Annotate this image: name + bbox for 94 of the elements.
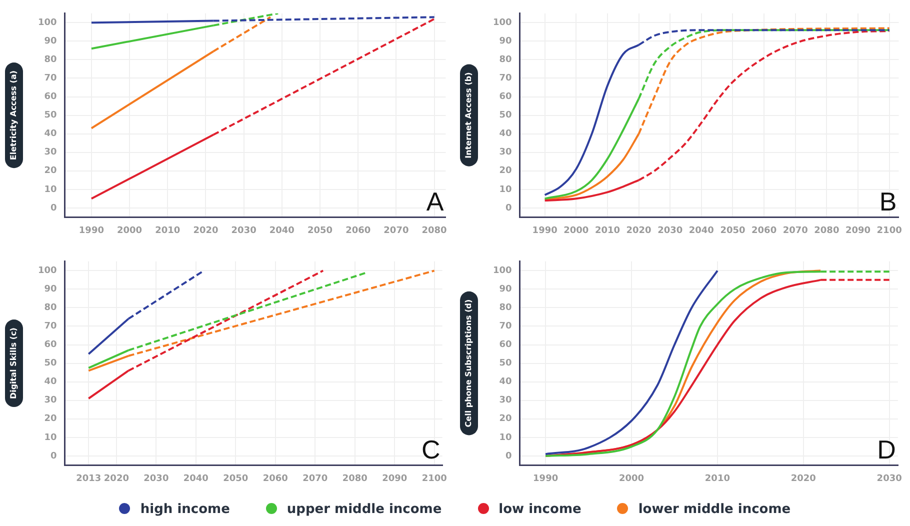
x-tick-label: 2060 <box>752 226 777 236</box>
x-tick-label: 2070 <box>302 474 328 484</box>
y-axis-title: Internet Access (b) <box>464 72 474 158</box>
x-tick-label: 2030 <box>144 474 169 484</box>
y-tick-label: 10 <box>499 184 512 195</box>
x-tick-label: 2070 <box>782 226 808 236</box>
y-tick-label: 20 <box>499 166 512 176</box>
y-tick-label: 70 <box>44 74 57 84</box>
y-tick-label: 100 <box>492 18 512 28</box>
y-tick-label: 60 <box>499 92 512 102</box>
x-tick-label: 2080 <box>422 226 447 236</box>
legend-label: low income <box>498 502 582 517</box>
y-tick-label: 10 <box>44 184 57 195</box>
x-tick-label: 2060 <box>262 474 288 484</box>
y-tick-label: 20 <box>499 414 512 424</box>
y-tick-label: 0 <box>50 203 57 214</box>
legend-label: high income <box>139 502 230 517</box>
y-tick-label: 80 <box>44 303 57 314</box>
line-series <box>544 270 718 456</box>
x-tick-label: 2040 <box>269 226 294 236</box>
x-tick-label: 2100 <box>422 474 447 484</box>
y-tick-label: 90 <box>44 284 57 295</box>
x-tick-label: 2030 <box>658 226 683 236</box>
y-tick-label: 30 <box>499 396 512 406</box>
y-tick-label: 10 <box>499 432 512 443</box>
x-tick-label: 2010 <box>704 474 730 484</box>
x-tick-label: 2040 <box>688 226 714 236</box>
x-tick-label: 2060 <box>346 226 371 236</box>
x-tick-label: 2020 <box>104 474 129 484</box>
x-tick-label: 2010 <box>155 226 180 236</box>
x-tick-label: 2020 <box>790 474 816 484</box>
legend-label: upper middle income <box>286 502 442 517</box>
y-tick-label: 30 <box>44 148 57 158</box>
y-tick-label: 50 <box>44 110 57 121</box>
x-tick-label: 2080 <box>342 474 368 484</box>
y-tick-label: 30 <box>499 148 512 158</box>
y-tick-label: 70 <box>499 322 512 332</box>
x-tick-label: 2020 <box>626 226 652 236</box>
y-tick-label: 40 <box>44 377 57 388</box>
y-axis-title: Cell phone Subscriptions (d) <box>464 299 474 428</box>
y-axis-title: Digital Skills (c) <box>9 328 18 400</box>
x-tick-label: 2020 <box>193 226 218 236</box>
x-tick-label: 2030 <box>231 226 256 236</box>
y-tick-label: 50 <box>44 358 57 369</box>
annotation: D <box>877 434 896 464</box>
y-tick-label: 0 <box>50 451 57 462</box>
x-tick-label: 1990 <box>533 474 558 484</box>
y-tick-label: 60 <box>44 92 57 102</box>
y-tick-label: 50 <box>499 110 512 121</box>
y-tick-label: 70 <box>44 322 57 332</box>
y-tick-label: 80 <box>44 55 57 66</box>
y-tick-label: 30 <box>44 396 57 406</box>
y-tick-label: 0 <box>506 451 512 462</box>
y-tick-label: 100 <box>38 266 57 276</box>
x-tick-label: 2100 <box>876 226 902 236</box>
y-tick-label: 100 <box>38 18 57 28</box>
y-tick-label: 100 <box>492 266 512 276</box>
y-axis-title: Eletricity Access (a) <box>9 70 18 160</box>
x-tick-label: 2013 <box>76 474 102 484</box>
x-tick-label: 1990 <box>78 226 104 236</box>
y-tick-label: 80 <box>499 303 512 314</box>
y-tick-label: 60 <box>499 340 512 350</box>
y-tick-label: 20 <box>44 414 57 424</box>
y-tick-label: 90 <box>499 284 512 295</box>
x-tick-label: 2040 <box>183 474 208 484</box>
annotation: B <box>879 186 897 216</box>
x-tick-label: 2030 <box>876 474 902 484</box>
y-tick-label: 70 <box>499 74 512 84</box>
annotation: A <box>426 186 444 216</box>
legend-label: lower middle income <box>637 502 791 517</box>
y-tick-label: 60 <box>44 340 57 350</box>
y-tick-label: 80 <box>499 55 512 66</box>
y-tick-label: 90 <box>44 36 57 47</box>
x-tick-label: 2050 <box>307 226 333 236</box>
y-tick-label: 40 <box>499 129 512 140</box>
y-tick-label: 20 <box>44 166 57 176</box>
x-tick-label: 2010 <box>594 226 620 236</box>
y-tick-label: 0 <box>506 203 512 214</box>
y-tick-label: 40 <box>499 377 512 388</box>
x-tick-label: 2050 <box>720 226 746 236</box>
x-tick-label: 2000 <box>618 474 644 484</box>
annotation: C <box>422 434 440 464</box>
y-tick-label: 50 <box>499 358 512 369</box>
y-tick-label: 90 <box>499 36 512 47</box>
x-tick-label: 1990 <box>532 226 558 236</box>
x-tick-label: 2050 <box>223 474 248 484</box>
x-tick-label: 2000 <box>117 226 142 236</box>
x-tick-label: 2090 <box>845 226 871 236</box>
y-tick-label: 40 <box>44 129 57 140</box>
x-tick-label: 2080 <box>814 226 840 236</box>
x-tick-label: 2070 <box>384 226 409 236</box>
x-tick-label: 2000 <box>564 226 589 236</box>
x-tick-label: 2090 <box>382 474 408 484</box>
y-tick-label: 10 <box>44 432 57 443</box>
